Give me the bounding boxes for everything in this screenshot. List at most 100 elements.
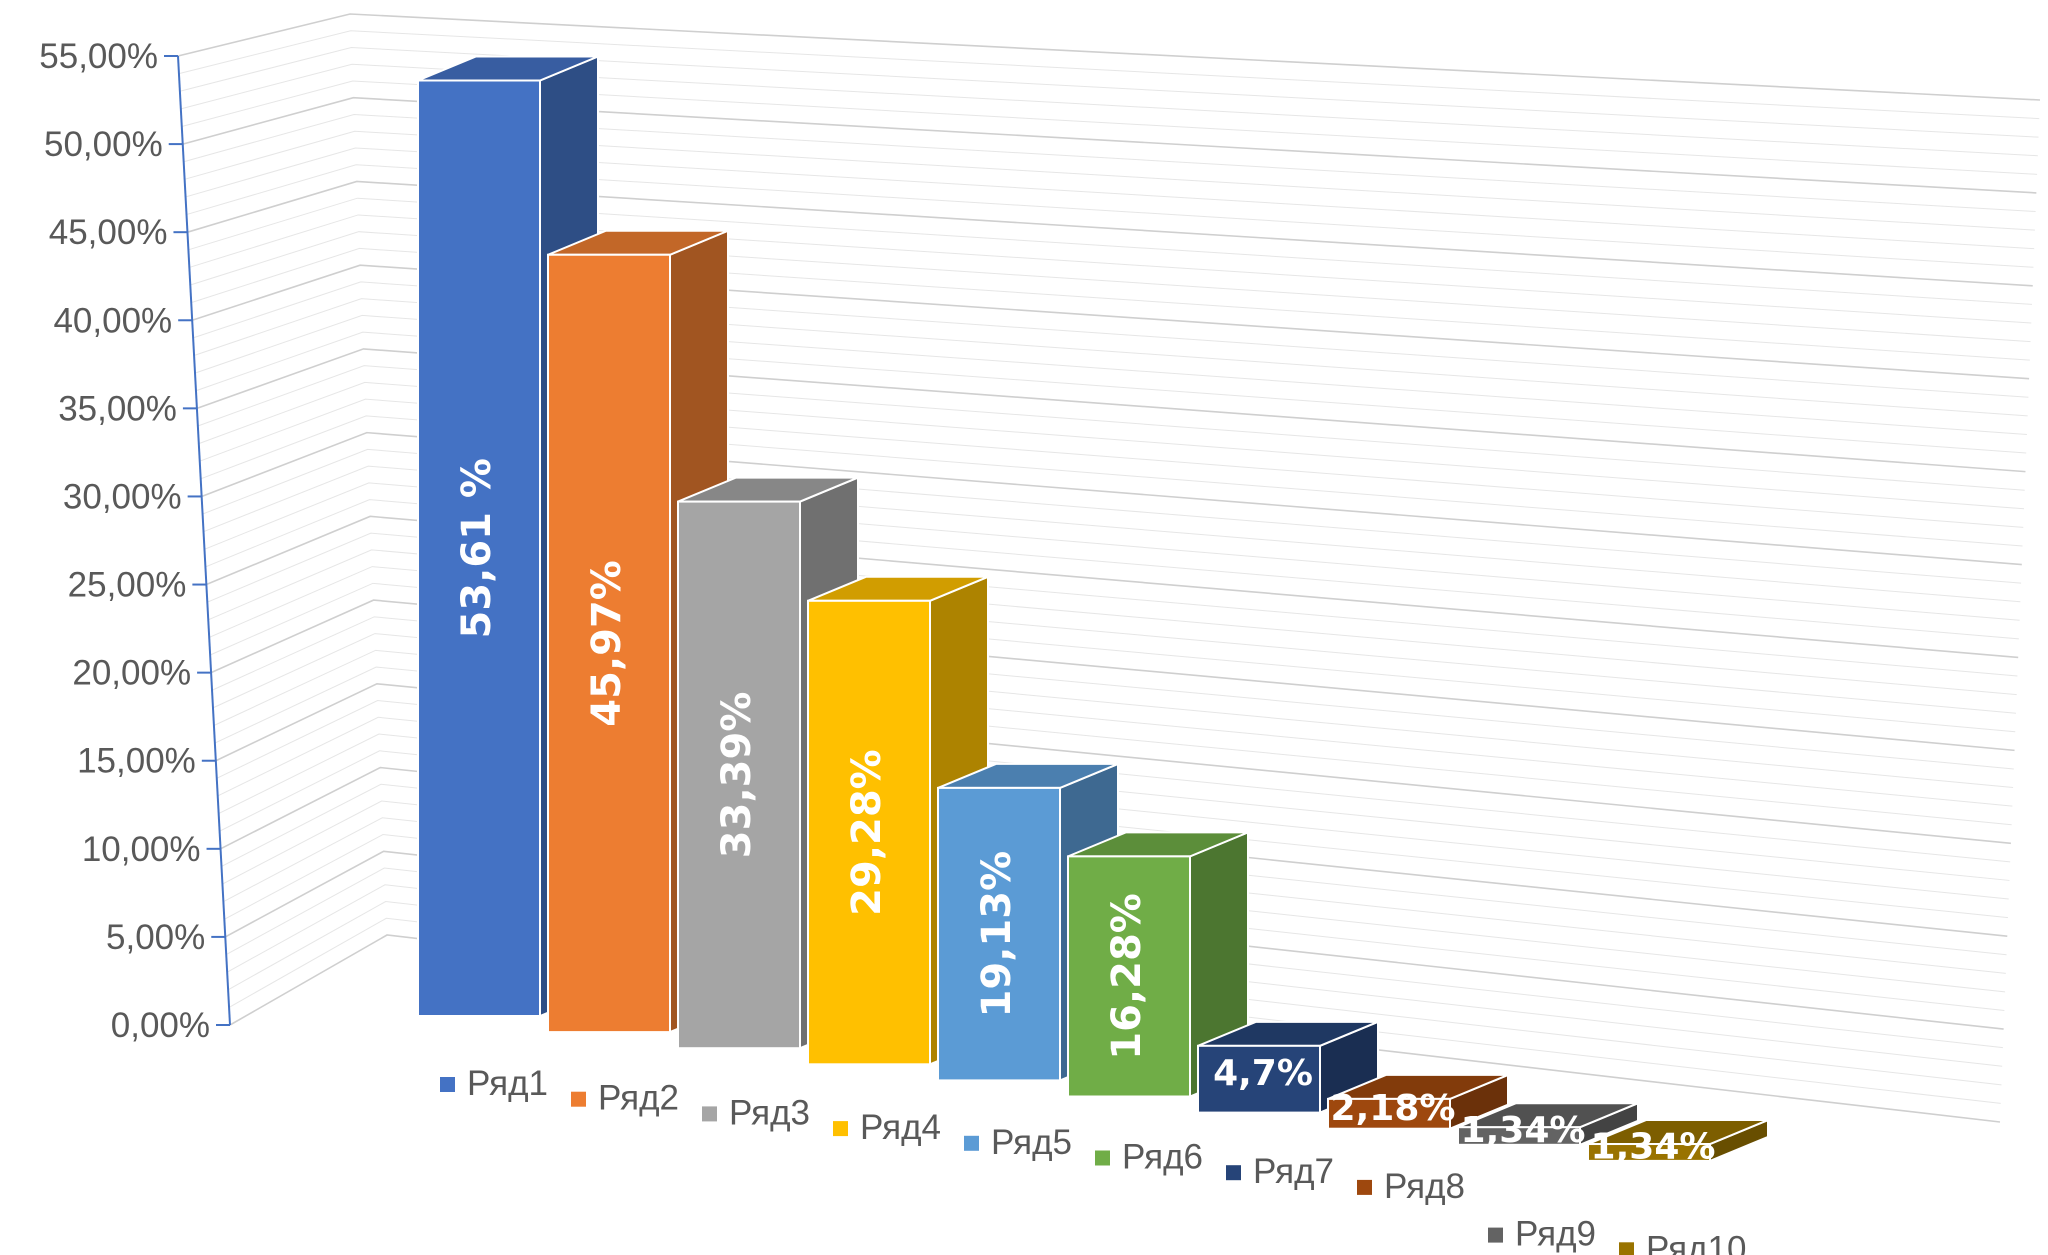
gridline [199, 398, 2024, 528]
bar-front [807, 599, 931, 1066]
legend-swatch [571, 1091, 586, 1107]
gridline [218, 733, 2009, 900]
gridline [179, 46, 2039, 138]
data-label: 2,18% [1331, 1088, 1456, 1129]
gridline [193, 298, 2028, 417]
gridline [177, 13, 2041, 101]
gridline [194, 314, 2027, 435]
legend-item-7: Ряд7 [1226, 1152, 1334, 1191]
legend-item-4: Ряд4 [833, 1108, 941, 1147]
data-label: 29,28% [844, 749, 890, 916]
bar-front [417, 79, 541, 1018]
data-label: 45,97% [584, 560, 630, 727]
bar-8 [1327, 1073, 1509, 1131]
bar-front [677, 500, 801, 1050]
bar-7 [1197, 1020, 1379, 1115]
gridline [192, 281, 2029, 398]
gridline [200, 415, 2023, 547]
gridline [220, 766, 2008, 937]
bar-front [547, 253, 671, 1034]
legend-swatch [1488, 1227, 1503, 1243]
gridline [208, 549, 2017, 696]
bar-front [1067, 855, 1191, 1098]
bar-front [1457, 1126, 1581, 1146]
bars: 53,61 % 45,97% 33,39% 29,28% 19,13% 16,28% 4,7… [417, 55, 1769, 1167]
legend-swatch [1095, 1150, 1110, 1166]
gridline [204, 482, 2020, 621]
legend-item-5: Ряд5 [964, 1123, 1072, 1162]
y-tick-label: 30,00% [63, 477, 182, 516]
legend-swatch [1357, 1179, 1372, 1195]
y-tick-label: 55,00% [39, 37, 158, 76]
gridline [229, 934, 2001, 1123]
gridline [217, 716, 2010, 881]
legend-label: Ряд1 [467, 1064, 548, 1103]
y-tick-label: 10,00% [82, 830, 201, 869]
legend-label: Ряд3 [729, 1093, 810, 1132]
y-tick-label: 20,00% [72, 654, 191, 693]
bar-front [1327, 1097, 1451, 1130]
legend-item-3: Ряд3 [702, 1093, 810, 1132]
y-tick-label: 50,00% [44, 125, 163, 164]
legend-label: Ряд4 [860, 1108, 941, 1147]
gridline [221, 783, 2007, 956]
gridline [224, 850, 2004, 1030]
legend-item-9: Ряд9 [1488, 1215, 1596, 1254]
gridline [188, 197, 2033, 305]
gridline [181, 80, 2038, 175]
gridline [206, 515, 2019, 659]
gridline [209, 582, 2016, 733]
legend-swatch [1226, 1165, 1241, 1181]
gridline [201, 431, 2022, 566]
y-tick-label: 15,00% [77, 742, 196, 781]
legend: Ряд1 Ряд2 Ряд3 Ряд4 Ряд5 Ряд6 Ряд7 Ряд8 Ряд9 Ряд1… [440, 1064, 1747, 1255]
bar-6 [1067, 830, 1249, 1098]
legend-item-10: Ряд10 [1619, 1229, 1747, 1255]
gridline [189, 214, 2032, 324]
bar-front [1197, 1044, 1321, 1114]
gridline [216, 700, 2011, 863]
gridline [196, 348, 2026, 473]
gridline [223, 817, 2006, 993]
gridline [184, 130, 2035, 231]
gridline [225, 867, 2003, 1049]
legend-label: Ряд9 [1515, 1215, 1596, 1254]
gridline [210, 599, 2015, 752]
gridline [180, 63, 2038, 157]
gridline [224, 834, 2005, 1012]
gridline [219, 750, 2009, 919]
y-tick-label: 40,00% [53, 301, 172, 340]
gridline [186, 164, 2034, 268]
gridline [227, 900, 2002, 1086]
gridline [191, 247, 2030, 361]
legend-label: Ряд10 [1646, 1229, 1747, 1255]
legend-item-1: Ряд1 [440, 1064, 548, 1103]
gridline [215, 683, 2011, 845]
bar-9 [1457, 1101, 1639, 1147]
y-tick-label: 35,00% [58, 389, 177, 428]
gridline [198, 381, 2025, 510]
data-label: 1,34% [1461, 1110, 1586, 1151]
data-label: 33,39% [714, 692, 760, 859]
legend-item-2: Ряд2 [571, 1079, 679, 1118]
legend-swatch [964, 1135, 979, 1151]
gridlines [177, 13, 2041, 1123]
gridline [209, 566, 2017, 714]
bar-front [937, 786, 1061, 1082]
gridline [212, 633, 2014, 789]
gridline [226, 884, 2003, 1067]
y-tick-label: 0,00% [111, 1006, 210, 1045]
y-axis-line [177, 55, 231, 1026]
gridline [222, 800, 2006, 974]
data-label: 19,13% [974, 851, 1020, 1018]
gridline [203, 465, 2021, 603]
legend-label: Ряд7 [1253, 1152, 1334, 1191]
legend-swatch [702, 1106, 717, 1122]
legend-label: Ряд5 [991, 1123, 1072, 1162]
bar-front [1587, 1143, 1711, 1162]
gridline [214, 666, 2012, 826]
gridline [202, 448, 2022, 584]
gridline [211, 616, 2014, 770]
gridline [191, 264, 2030, 380]
